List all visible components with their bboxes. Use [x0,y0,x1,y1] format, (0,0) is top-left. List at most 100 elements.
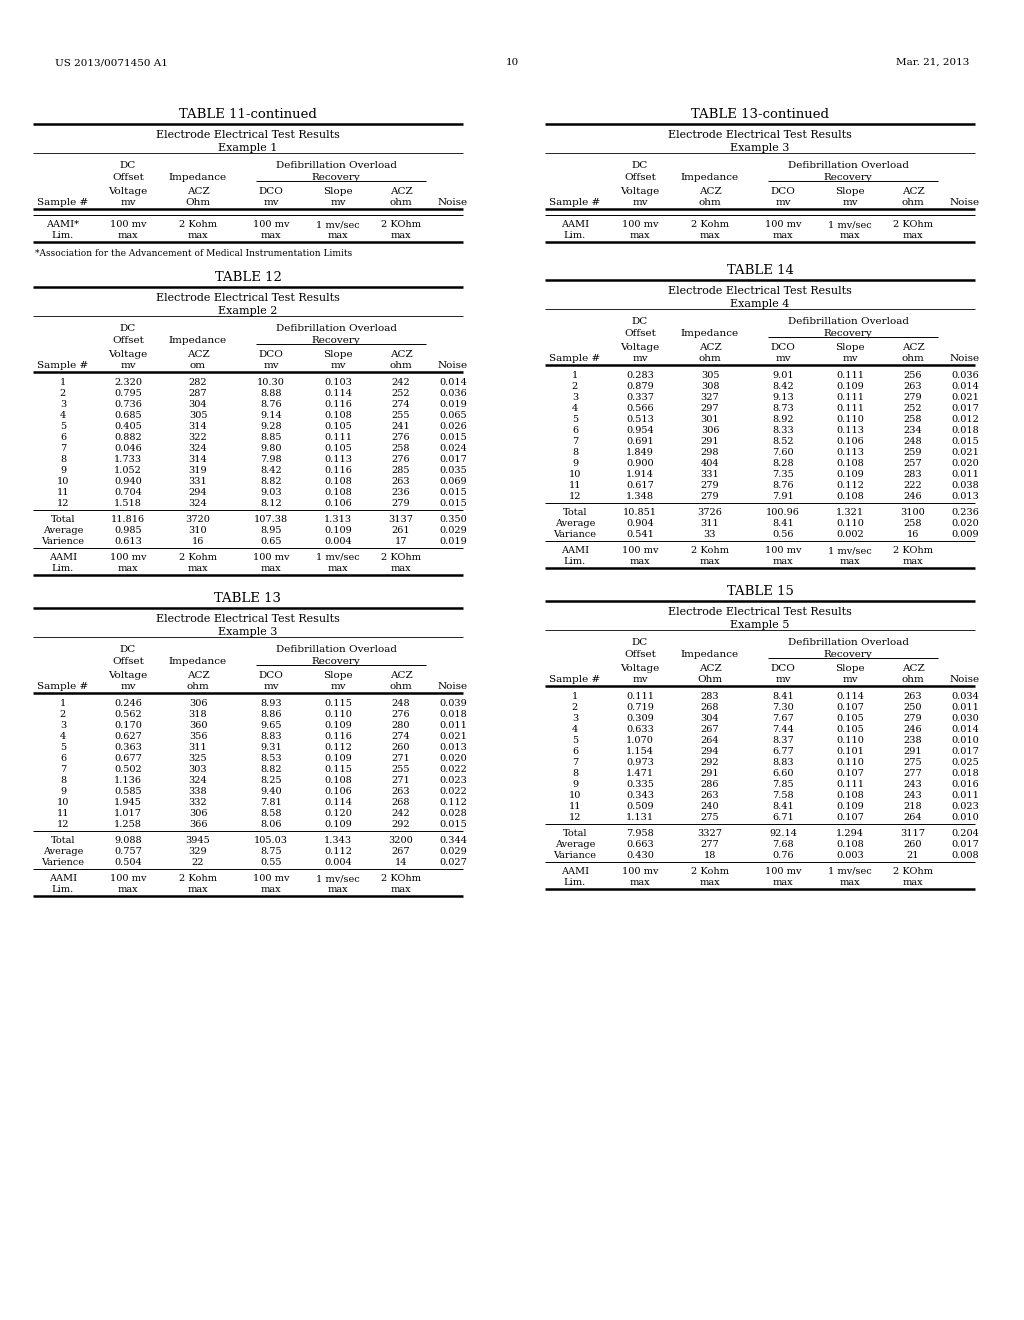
Text: 356: 356 [188,733,207,741]
Text: max: max [840,231,860,240]
Text: 325: 325 [188,754,207,763]
Text: ohm: ohm [389,682,413,690]
Text: 0.112: 0.112 [324,743,352,752]
Text: 0.107: 0.107 [836,704,864,711]
Text: DCO: DCO [771,343,796,352]
Text: 9.03: 9.03 [260,488,282,498]
Text: 1.733: 1.733 [114,455,142,465]
Text: 2 KOhm: 2 KOhm [381,553,421,562]
Text: 329: 329 [188,847,207,855]
Text: 324: 324 [188,444,208,453]
Text: 264: 264 [904,813,923,822]
Text: 2: 2 [59,389,67,399]
Text: 0.110: 0.110 [324,710,352,719]
Text: 0.116: 0.116 [324,466,352,475]
Text: 8.83: 8.83 [772,758,794,767]
Text: 2: 2 [571,381,579,391]
Text: 263: 263 [904,692,923,701]
Text: Noise: Noise [438,198,468,207]
Text: 0.020: 0.020 [951,519,979,528]
Text: US 2013/0071450 A1: US 2013/0071450 A1 [55,58,168,67]
Text: 0.757: 0.757 [114,847,142,855]
Text: max: max [261,884,282,894]
Text: 21: 21 [906,851,920,861]
Text: ACZ: ACZ [901,664,925,673]
Text: mv: mv [330,360,346,370]
Text: 100 mv: 100 mv [253,874,289,883]
Text: 248: 248 [392,700,411,708]
Text: 271: 271 [391,776,411,785]
Text: Offset: Offset [624,173,656,182]
Text: 274: 274 [391,400,411,409]
Text: Mar. 21, 2013: Mar. 21, 2013 [896,58,969,67]
Text: Electrode Electrical Test Results: Electrode Electrical Test Results [668,129,852,140]
Text: 8.53: 8.53 [260,754,282,763]
Text: 314: 314 [188,422,208,432]
Text: max: max [118,564,138,573]
Text: 0.036: 0.036 [951,371,979,380]
Text: DCO: DCO [771,187,796,195]
Text: 360: 360 [188,721,207,730]
Text: 0.109: 0.109 [837,803,864,810]
Text: max: max [903,231,924,240]
Text: 0.108: 0.108 [325,488,352,498]
Text: Impedance: Impedance [169,173,227,182]
Text: Noise: Noise [950,198,980,207]
Text: 1.136: 1.136 [114,776,142,785]
Text: Impedance: Impedance [169,657,227,667]
Text: Electrode Electrical Test Results: Electrode Electrical Test Results [156,293,340,304]
Text: 1.321: 1.321 [836,508,864,517]
Text: mv: mv [263,682,279,690]
Text: 7.85: 7.85 [772,780,794,789]
Text: 7.30: 7.30 [772,704,794,711]
Text: 2.320: 2.320 [114,378,142,387]
Text: om: om [190,360,206,370]
Text: 1.154: 1.154 [626,747,654,756]
Text: Voltage: Voltage [109,350,147,359]
Text: 7.60: 7.60 [772,447,794,457]
Text: ohm: ohm [186,682,209,690]
Text: 0.034: 0.034 [951,692,979,701]
Text: 16: 16 [191,537,204,546]
Text: 271: 271 [391,754,411,763]
Text: 1: 1 [571,371,579,380]
Text: 1 mv/sec: 1 mv/sec [316,874,359,883]
Text: 0.105: 0.105 [325,444,352,453]
Text: 0.015: 0.015 [439,433,467,442]
Text: 100 mv: 100 mv [253,220,289,228]
Text: 0.344: 0.344 [439,836,467,845]
Text: DCO: DCO [771,664,796,673]
Text: 2: 2 [59,710,67,719]
Text: 0.108: 0.108 [837,840,864,849]
Text: 8.76: 8.76 [260,400,282,409]
Text: 1.131: 1.131 [626,813,654,822]
Text: 0.017: 0.017 [439,455,467,465]
Text: 2 KOhm: 2 KOhm [893,220,933,228]
Text: ACZ: ACZ [698,187,721,195]
Text: 1 mv/sec: 1 mv/sec [828,220,871,228]
Text: max: max [773,231,794,240]
Text: Offset: Offset [112,657,144,667]
Text: 10.851: 10.851 [623,508,657,517]
Text: 0.114: 0.114 [836,692,864,701]
Text: Slope: Slope [324,350,353,359]
Text: max: max [630,557,650,566]
Text: 0.108: 0.108 [325,477,352,486]
Text: 0.065: 0.065 [439,411,467,420]
Text: 287: 287 [188,389,207,399]
Text: 1.518: 1.518 [114,499,142,508]
Text: 331: 331 [700,470,720,479]
Text: 0.015: 0.015 [439,499,467,508]
Text: 258: 258 [904,414,923,424]
Text: Noise: Noise [438,360,468,370]
Text: 8.82: 8.82 [260,766,282,774]
Text: 8: 8 [572,770,579,777]
Text: 9.14: 9.14 [260,411,282,420]
Text: max: max [261,564,282,573]
Text: 9.13: 9.13 [772,393,794,403]
Text: 301: 301 [700,414,719,424]
Text: 2 Kohm: 2 Kohm [691,867,729,876]
Text: AAMI: AAMI [561,220,589,228]
Text: 18: 18 [703,851,716,861]
Text: 9: 9 [60,787,67,796]
